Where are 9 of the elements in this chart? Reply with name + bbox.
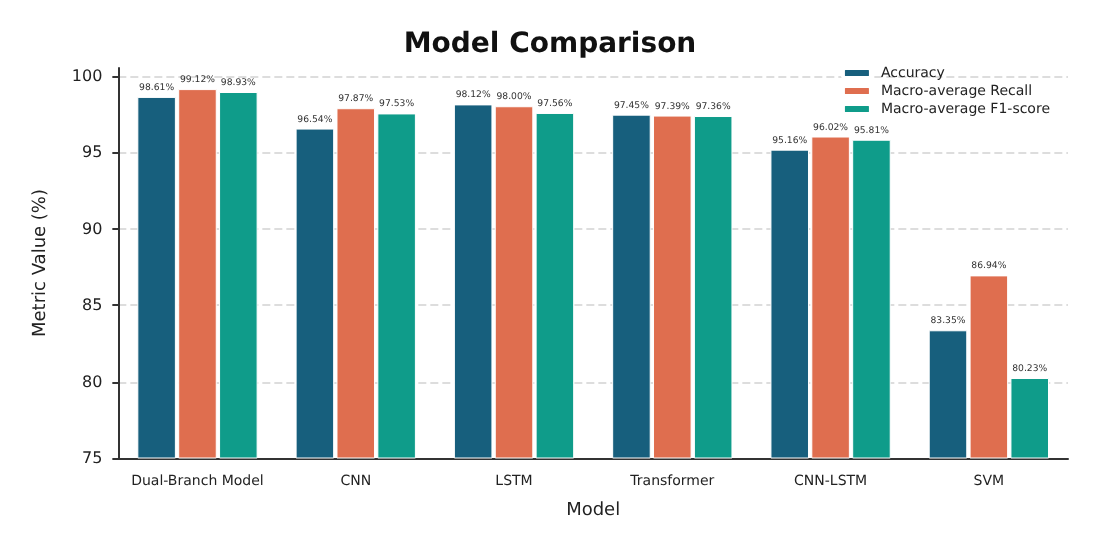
x-axis-title: Model (566, 501, 621, 521)
y-tick-label: 100 (71, 66, 103, 85)
chart-title: Model Comparison (403, 28, 697, 60)
y-tick-label: 85 (81, 296, 103, 315)
y-tick-label: 90 (81, 219, 103, 238)
y-tick-label: 75 (81, 449, 103, 467)
y-axis-title: Metric Value (%) (31, 189, 51, 337)
y-tick-label: 95 (81, 143, 103, 162)
y-tick-label: 80 (81, 372, 103, 391)
